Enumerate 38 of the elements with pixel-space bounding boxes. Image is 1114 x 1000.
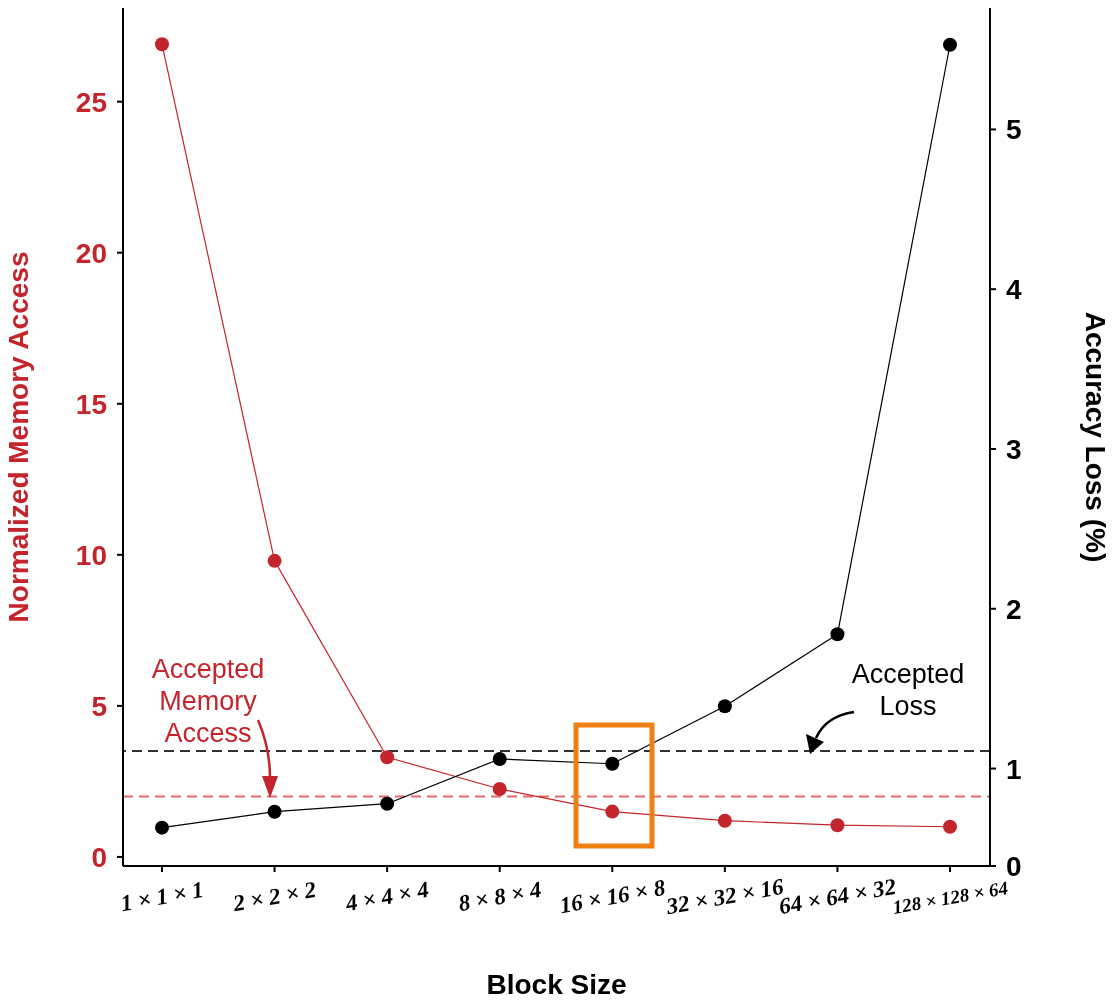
point bbox=[943, 37, 957, 52]
y2-tick-label: 2 bbox=[1006, 593, 1022, 625]
y-axis-title: Normalized Memory Access bbox=[2, 251, 34, 623]
point bbox=[717, 699, 732, 714]
point bbox=[943, 819, 957, 834]
x-tick-label: 8 × 8 × 4 bbox=[456, 876, 544, 917]
point bbox=[492, 751, 507, 766]
y2-tick-label: 4 bbox=[1006, 274, 1022, 306]
ref-line-label: Accepted Memory Access bbox=[150, 653, 266, 749]
point bbox=[380, 750, 395, 765]
point bbox=[830, 627, 845, 642]
point bbox=[267, 804, 282, 819]
x-tick-label: 4 × 4 × 4 bbox=[342, 876, 431, 917]
y-tick-label: 5 bbox=[91, 690, 107, 722]
y2-tick-label: 0 bbox=[1006, 851, 1022, 882]
y-tick-label: 15 bbox=[75, 388, 107, 420]
point bbox=[155, 37, 169, 52]
point bbox=[717, 813, 732, 828]
point bbox=[830, 818, 845, 833]
y2-tick-label: 5 bbox=[1006, 114, 1022, 146]
y-tick-label: 10 bbox=[75, 539, 107, 571]
y-tick-label: 20 bbox=[75, 237, 107, 269]
point bbox=[380, 796, 395, 811]
y2-tick-label: 3 bbox=[1006, 433, 1022, 465]
y2-tick-label: 1 bbox=[1006, 753, 1022, 785]
y2-axis-title: Accuracy Loss (%) bbox=[1080, 311, 1112, 563]
point bbox=[605, 804, 620, 819]
point bbox=[605, 756, 620, 771]
ref-line-label: Accepted Loss bbox=[850, 658, 966, 722]
y-tick-label: 0 bbox=[91, 841, 107, 873]
x-axis-title: Block Size bbox=[486, 969, 627, 1000]
point bbox=[267, 553, 282, 568]
x-tick-label: 1 × 1 × 1 bbox=[118, 876, 206, 917]
x-tick-label: 16 × 16 × 8 bbox=[557, 874, 668, 919]
x-tick-label: 2 × 2 × 2 bbox=[230, 876, 319, 917]
y-tick-label: 25 bbox=[75, 86, 107, 118]
point bbox=[492, 781, 507, 796]
point bbox=[155, 820, 169, 835]
